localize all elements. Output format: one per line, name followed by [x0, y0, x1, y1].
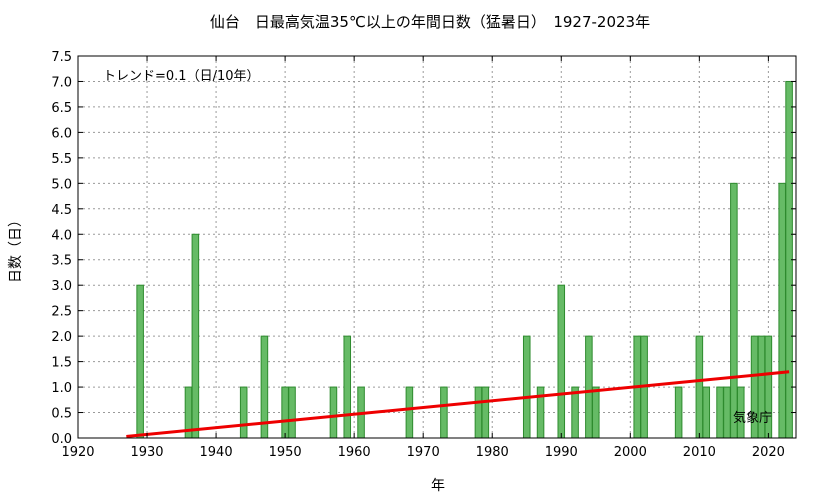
bar: [592, 386, 600, 439]
bar: [481, 386, 490, 439]
x-tick-label: 1960: [338, 445, 371, 460]
bar: [281, 386, 289, 439]
x-tick-label: 2010: [683, 445, 716, 460]
x-tick-label: 2000: [614, 445, 647, 460]
trend-line: [126, 370, 790, 438]
y-tick-label: 7.5: [51, 50, 72, 65]
bar: [695, 335, 704, 439]
bar: [239, 386, 248, 439]
y-tick-label: 0.0: [51, 432, 72, 447]
x-tick-label: 1980: [476, 445, 509, 460]
x-tick-label: 1930: [130, 445, 163, 460]
bar: [674, 386, 683, 439]
bar: [585, 335, 593, 439]
x-tick-label: 1940: [200, 445, 233, 460]
bars: [136, 80, 793, 439]
y-tick-label: 6.0: [51, 126, 72, 141]
bar: [343, 335, 352, 439]
y-tick-label: 1.0: [51, 381, 72, 396]
y-tick-label: 4.5: [51, 203, 72, 218]
x-tick-label: 1950: [269, 445, 302, 460]
y-tick-label: 6.5: [51, 101, 72, 116]
x-axis-label: 年: [431, 478, 445, 494]
y-tick-label: 2.0: [51, 330, 72, 345]
x-tick-label: 2020: [752, 445, 785, 460]
source-label: 気象庁: [733, 410, 772, 426]
y-tick-label: 4.0: [51, 228, 72, 243]
bar: [288, 386, 296, 439]
y-tick-label: 5.5: [51, 152, 72, 167]
x-axis-ticks: 1920 1930 1940 1950 1960 1970 1980 1990 2000 2010…: [61, 56, 785, 460]
bar: [557, 284, 566, 439]
x-tick-label: 1920: [61, 445, 94, 460]
bar: [136, 284, 144, 439]
y-axis-ticks: 0.0 0.5 1.0 1.5 2.0 2.5 3.0 3.5 4.0 4.5 5.0 5.5 6.0 6…: [51, 50, 796, 447]
y-tick-label: 2.5: [51, 305, 72, 320]
trend-annotation: トレンド=0.1（日/10年）: [103, 69, 260, 84]
y-tick-label: 7.0: [51, 75, 72, 90]
bar: [571, 386, 579, 439]
bar: [329, 386, 338, 439]
bar: [405, 386, 414, 439]
bar: [716, 386, 724, 439]
bar: [440, 386, 448, 439]
grid: [78, 56, 796, 438]
y-tick-label: 3.0: [51, 279, 72, 294]
x-tick-label: 1970: [407, 445, 440, 460]
y-tick-label: 0.5: [51, 407, 72, 422]
y-axis-label: 日数（日）: [8, 213, 24, 283]
bar: [522, 335, 531, 439]
bar: [702, 386, 711, 439]
x-tick-label: 1990: [545, 445, 578, 460]
bar: [778, 182, 786, 439]
y-tick-label: 1.5: [51, 356, 72, 371]
y-tick-label: 3.5: [51, 254, 72, 269]
plot-frame: [77, 55, 797, 439]
chart-title: 仙台 日最高気温35℃以上の年間日数（猛暑日） 1927-2023年: [210, 13, 650, 31]
bar: [723, 386, 731, 439]
bar: [474, 386, 483, 439]
bar: [191, 233, 200, 439]
bar: [730, 182, 738, 439]
y-tick-label: 5.0: [51, 177, 72, 192]
